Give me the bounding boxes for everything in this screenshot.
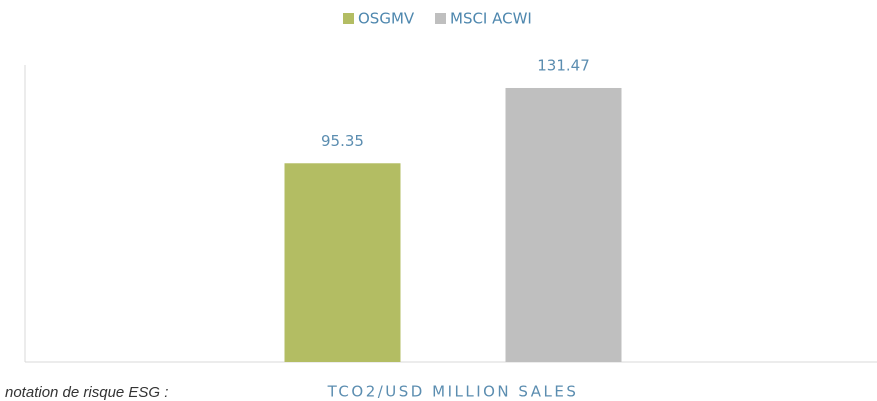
value-label: 131.47: [537, 56, 590, 74]
x-tick-label: TCO2/USD MILLION SALES: [327, 383, 579, 401]
legend-swatch: [435, 13, 446, 24]
bar: [505, 87, 622, 363]
annotation: notation de risque ESG :: [5, 384, 168, 401]
legend-label: MSCI ACWI: [450, 10, 532, 28]
legend-swatch: [343, 13, 354, 24]
bar: [284, 163, 401, 362]
value-label: 95.35: [321, 132, 364, 150]
legend-label: OSGMV: [358, 10, 415, 28]
